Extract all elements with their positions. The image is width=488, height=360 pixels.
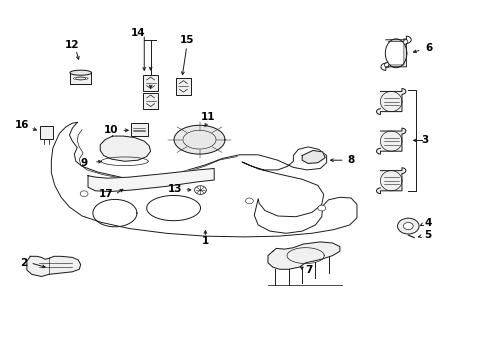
Text: 13: 13	[167, 184, 182, 194]
Polygon shape	[100, 136, 150, 161]
Circle shape	[80, 191, 88, 197]
Circle shape	[317, 205, 325, 211]
Text: 9: 9	[81, 158, 87, 168]
Text: 10: 10	[104, 125, 119, 135]
Polygon shape	[376, 89, 405, 114]
Text: 12: 12	[65, 40, 80, 50]
Text: 11: 11	[200, 112, 215, 122]
Text: 15: 15	[179, 35, 194, 45]
Polygon shape	[267, 242, 339, 269]
Polygon shape	[70, 70, 91, 75]
Polygon shape	[27, 256, 81, 276]
Bar	[176, 78, 190, 94]
Bar	[130, 123, 148, 136]
Text: 17: 17	[99, 189, 114, 199]
Circle shape	[397, 218, 418, 234]
Text: 14: 14	[130, 28, 145, 38]
Bar	[143, 75, 158, 91]
Text: 16: 16	[15, 120, 29, 130]
Polygon shape	[70, 73, 91, 84]
Bar	[143, 93, 158, 109]
Text: 3: 3	[421, 135, 428, 145]
Circle shape	[245, 198, 253, 204]
Text: 6: 6	[425, 42, 432, 53]
Polygon shape	[376, 168, 405, 194]
Circle shape	[403, 222, 412, 230]
Polygon shape	[174, 125, 224, 154]
Bar	[40, 126, 53, 139]
Polygon shape	[88, 168, 214, 192]
Text: 8: 8	[347, 155, 354, 165]
Text: 5: 5	[424, 230, 430, 240]
Text: 4: 4	[423, 218, 431, 228]
Text: 7: 7	[305, 265, 312, 275]
Polygon shape	[302, 150, 325, 163]
Circle shape	[194, 186, 206, 194]
Polygon shape	[376, 128, 405, 154]
Text: 1: 1	[202, 236, 208, 246]
Text: 2: 2	[20, 258, 27, 268]
